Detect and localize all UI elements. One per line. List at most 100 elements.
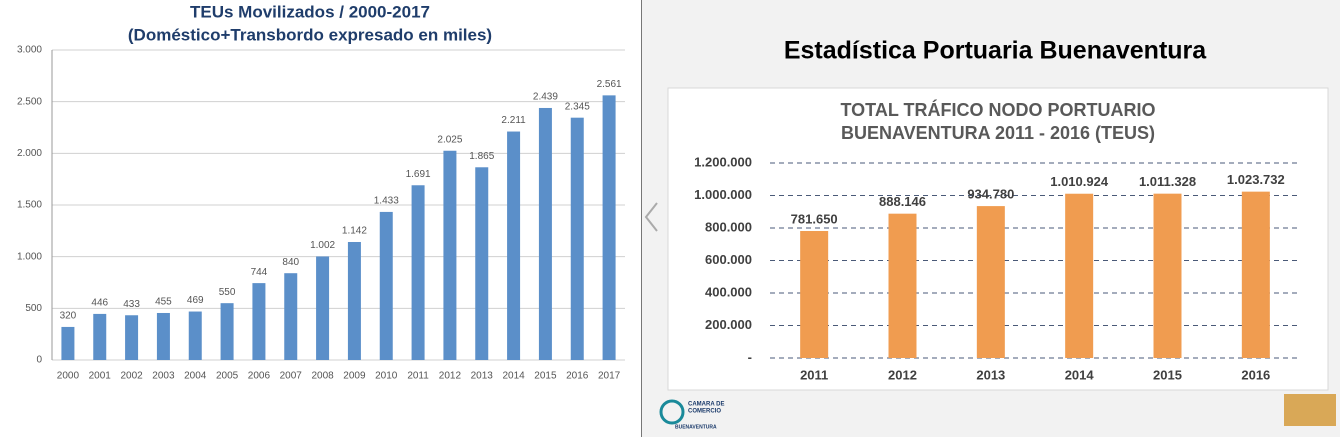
value-label: 446 [91, 298, 108, 309]
bar [61, 326, 75, 360]
x-tick-label: 2013 [976, 367, 1005, 382]
bar [1153, 193, 1182, 358]
value-label: 1.865 [469, 151, 494, 162]
y-tick-label: 500 [25, 303, 42, 314]
bar [252, 283, 266, 360]
value-label: 1.433 [374, 196, 399, 207]
chart-subtitle: BUENAVENTURA 2011 - 2016 (TEUS) [841, 123, 1155, 143]
value-label: 2.439 [533, 92, 558, 103]
value-label: 550 [219, 287, 236, 298]
value-label: 934.780 [967, 187, 1014, 202]
x-tick-label: 2008 [311, 371, 334, 382]
x-tick-label: 2004 [184, 371, 207, 382]
bar [379, 211, 393, 360]
bar [888, 213, 917, 358]
bar [538, 107, 552, 360]
logo-text: CAMARA DE [688, 402, 724, 408]
value-label: 1.011.328 [1139, 174, 1196, 189]
x-tick-label: 2002 [120, 371, 143, 382]
bar [602, 95, 616, 360]
bar [220, 303, 234, 360]
bar [156, 312, 170, 360]
x-tick-label: 2000 [57, 371, 80, 382]
y-tick-label: - [748, 349, 752, 364]
bar [411, 185, 425, 360]
value-label: 840 [282, 257, 299, 268]
value-label: 1.002 [310, 240, 335, 251]
y-tick-label: 800.000 [705, 219, 752, 234]
page-heading: Estadística Portuaria Buenaventura [784, 37, 1207, 65]
x-tick-label: 2016 [1241, 367, 1270, 382]
value-label: 2.345 [565, 101, 590, 112]
y-tick-label: 1.200.000 [694, 154, 752, 169]
value-label: 1.010.924 [1050, 174, 1109, 189]
bar [188, 311, 202, 360]
value-label: 455 [155, 297, 172, 308]
bar [125, 315, 139, 360]
logo-text: COMERCIO [688, 409, 721, 415]
x-tick-label: 2011 [407, 371, 429, 382]
x-tick-label: 2015 [534, 371, 557, 382]
y-tick-label: 0 [36, 355, 42, 366]
x-tick-label: 2009 [343, 371, 366, 382]
logo: CAMARA DE COMERCIO BUENAVENTURA [659, 399, 724, 430]
left-panel [0, 0, 641, 437]
bar [976, 206, 1005, 358]
y-tick-label: 1.000.000 [694, 187, 752, 202]
x-tick-label: 2017 [598, 371, 621, 382]
bar [570, 117, 584, 360]
corner-logo [1284, 394, 1336, 426]
value-label: 433 [123, 299, 140, 310]
y-tick-label: 3.000 [17, 45, 42, 56]
chart-title: TEUs Movilizados / 2000-2017 [190, 2, 430, 21]
value-label: 2.025 [437, 134, 462, 145]
bar [507, 131, 521, 360]
logo-mark [659, 399, 685, 425]
x-tick-label: 2016 [566, 371, 589, 382]
value-label: 2.561 [597, 79, 622, 90]
bar [475, 167, 489, 360]
y-tick-label: 200.000 [705, 317, 752, 332]
prev-arrow[interactable] [644, 202, 658, 232]
x-tick-label: 2006 [248, 371, 271, 382]
y-tick-label: 600.000 [705, 252, 752, 267]
x-tick-label: 2014 [502, 371, 525, 382]
bar [800, 230, 829, 358]
logo-text: BUENAVENTURA [675, 424, 717, 430]
x-tick-label: 2015 [1153, 367, 1182, 382]
bar [1065, 193, 1094, 358]
x-tick-label: 2010 [375, 371, 398, 382]
x-tick-label: 2013 [471, 371, 494, 382]
bar [443, 150, 457, 360]
x-tick-label: 2007 [280, 371, 303, 382]
x-tick-label: 2014 [1065, 367, 1095, 382]
bar [93, 313, 107, 360]
chart-title: TOTAL TRÁFICO NODO PORTUARIO [841, 99, 1156, 120]
bar [316, 256, 330, 360]
y-tick-label: 1.000 [17, 251, 42, 262]
bar [284, 273, 298, 360]
bar [347, 241, 361, 360]
x-tick-label: 2001 [89, 371, 112, 382]
y-tick-label: 400.000 [705, 284, 752, 299]
value-label: 469 [187, 295, 204, 306]
value-label: 2.211 [501, 115, 526, 126]
value-label: 1.142 [342, 226, 367, 237]
value-label: 1.691 [406, 169, 431, 180]
x-tick-label: 2012 [439, 371, 462, 382]
y-tick-label: 2.000 [17, 148, 42, 159]
x-tick-label: 2005 [216, 371, 239, 382]
chart-subtitle: (Doméstico+Transbordo expresado en miles… [128, 25, 492, 44]
value-label: 1.023.732 [1227, 172, 1285, 187]
value-label: 781.650 [791, 211, 838, 226]
value-label: 744 [251, 267, 268, 278]
bar [1241, 191, 1270, 358]
x-tick-label: 2012 [888, 367, 917, 382]
y-tick-label: 1.500 [17, 200, 42, 211]
value-label: 320 [60, 311, 77, 322]
value-label: 888.146 [879, 194, 926, 209]
x-tick-label: 2003 [152, 371, 175, 382]
y-tick-label: 2.500 [17, 96, 42, 107]
x-tick-label: 2011 [800, 367, 828, 382]
